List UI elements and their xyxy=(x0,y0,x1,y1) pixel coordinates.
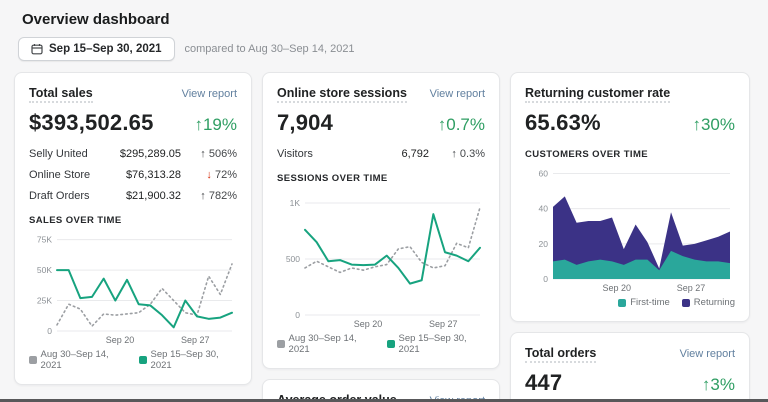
svg-text:0: 0 xyxy=(47,326,52,336)
svg-text:Sep 20: Sep 20 xyxy=(106,335,135,345)
svg-text:40: 40 xyxy=(539,204,549,214)
orders-view-report-link[interactable]: View report xyxy=(679,348,735,360)
arrow-up-icon: ↑ xyxy=(451,148,457,160)
sessions-breakdown: Visitors 6,792 ↑ 0.3% xyxy=(277,148,485,160)
legend-item: Aug 30–Sep 14, 2021 xyxy=(29,349,127,371)
arrow-up-icon: ↑ xyxy=(200,190,206,202)
breakdown-delta: ↑ 506% xyxy=(200,148,237,160)
customers-over-time-chart: 0 20 40 60 Sep 20 Sep 27 xyxy=(525,164,735,294)
breakdown-delta: ↓ 72% xyxy=(206,169,237,181)
legend-swatch xyxy=(681,298,690,307)
video-frame-edge xyxy=(0,399,768,402)
total-orders-card: Total orders View report 447 ↑3% xyxy=(510,332,750,402)
total-sales-card: Total sales View report $393,502.65 ↑19%… xyxy=(14,72,252,385)
svg-text:0: 0 xyxy=(543,274,548,284)
sessions-over-time-chart: 0 500 1K Sep 20 Sep 27 xyxy=(277,188,485,330)
page-title: Overview dashboard xyxy=(22,11,170,28)
sessions-delta: ↑0.7% xyxy=(437,115,485,134)
legend-swatch xyxy=(618,298,627,307)
aov-title[interactable]: Average order value xyxy=(277,393,397,402)
orders-value: 447 xyxy=(525,370,563,395)
breakdown-label: Draft Orders xyxy=(29,190,90,202)
sales-chart-legend: Aug 30–Sep 14, 2021 Sep 15–Sep 30, 2021 xyxy=(29,349,237,371)
date-controls: Sep 15–Sep 30, 2021 compared to Aug 30–S… xyxy=(18,37,768,61)
legend-swatch xyxy=(29,356,37,364)
column-2: Online store sessions View report 7,904 … xyxy=(262,72,500,402)
date-range-button[interactable]: Sep 15–Sep 30, 2021 xyxy=(18,37,175,61)
sessions-value: 7,904 xyxy=(277,110,334,135)
date-range-label: Sep 15–Sep 30, 2021 xyxy=(49,43,162,55)
svg-text:0: 0 xyxy=(295,310,300,320)
breakdown-value: $21,900.32 xyxy=(125,190,181,202)
breakdown-row: Online Store $76,313.28 ↓ 72% xyxy=(29,169,237,181)
legend-item: Aug 30–Sep 14, 2021 xyxy=(277,333,375,355)
legend-swatch xyxy=(277,340,285,348)
average-order-value-card: Average order value View report xyxy=(262,379,500,402)
aov-view-report-link[interactable]: View report xyxy=(430,395,485,402)
legend-item: Returning xyxy=(681,297,735,308)
legend-item: Sep 15–Sep 30, 2021 xyxy=(139,349,237,371)
svg-text:Sep 20: Sep 20 xyxy=(354,319,383,329)
total-sales-view-report-link[interactable]: View report xyxy=(181,88,237,100)
svg-text:1K: 1K xyxy=(290,198,301,208)
svg-text:60: 60 xyxy=(539,169,549,179)
online-store-sessions-card: Online store sessions View report 7,904 … xyxy=(262,72,500,369)
breakdown-row: Draft Orders $21,900.32 ↑ 782% xyxy=(29,190,237,202)
total-sales-value: $393,502.65 xyxy=(29,110,154,135)
breakdown-value: $295,289.05 xyxy=(119,148,181,160)
svg-text:500: 500 xyxy=(286,254,300,264)
breakdown-value: 6,792 xyxy=(401,148,429,160)
breakdown-value: $76,313.28 xyxy=(125,169,181,181)
sales-breakdown: Selly United $295,289.05 ↑ 506% Online S… xyxy=(29,148,237,202)
svg-text:75K: 75K xyxy=(37,235,52,245)
returning-rate-title[interactable]: Returning customer rate xyxy=(525,86,671,103)
customers-over-time-label: CUSTOMERS OVER TIME xyxy=(525,149,649,160)
breakdown-row: Selly United $295,289.05 ↑ 506% xyxy=(29,148,237,160)
breakdown-row: Visitors 6,792 ↑ 0.3% xyxy=(277,148,485,160)
calendar-icon xyxy=(31,43,43,55)
total-sales-delta: ↑19% xyxy=(194,115,237,134)
returning-rate-delta: ↑30% xyxy=(692,115,735,134)
column-3: Returning customer rate 65.63% ↑30% CUST… xyxy=(510,72,750,402)
sessions-over-time-label: SESSIONS OVER TIME xyxy=(277,173,388,184)
legend-item: First-time xyxy=(618,297,670,308)
svg-text:Sep 27: Sep 27 xyxy=(677,283,706,293)
total-sales-title[interactable]: Total sales xyxy=(29,86,93,103)
breakdown-label: Online Store xyxy=(29,169,91,181)
legend-swatch xyxy=(387,340,395,348)
orders-delta: ↑3% xyxy=(701,375,735,394)
comparison-period-label: compared to Aug 30–Sep 14, 2021 xyxy=(184,43,355,55)
breakdown-delta: ↑ 782% xyxy=(200,190,237,202)
svg-text:Sep 27: Sep 27 xyxy=(429,319,458,329)
sales-over-time-label: SALES OVER TIME xyxy=(29,215,122,226)
cards-grid: Total sales View report $393,502.65 ↑19%… xyxy=(14,72,754,402)
svg-text:20: 20 xyxy=(539,239,549,249)
returning-customer-rate-card: Returning customer rate 65.63% ↑30% CUST… xyxy=(510,72,750,322)
legend-item: Sep 15–Sep 30, 2021 xyxy=(387,333,485,355)
breakdown-label: Visitors xyxy=(277,148,313,160)
customers-chart-legend: First-time Returning xyxy=(525,297,735,308)
svg-text:25K: 25K xyxy=(37,296,52,306)
breakdown-delta: ↑ 0.3% xyxy=(451,148,485,160)
returning-rate-value: 65.63% xyxy=(525,110,601,135)
arrow-down-icon: ↓ xyxy=(206,169,212,181)
sessions-title[interactable]: Online store sessions xyxy=(277,86,407,103)
sessions-chart-legend: Aug 30–Sep 14, 2021 Sep 15–Sep 30, 2021 xyxy=(277,333,485,355)
svg-text:50K: 50K xyxy=(37,265,52,275)
sales-over-time-chart: 0 25K 50K 75K Sep 20 Sep 27 xyxy=(29,230,237,346)
sessions-view-report-link[interactable]: View report xyxy=(429,88,485,100)
svg-text:Sep 27: Sep 27 xyxy=(181,335,210,345)
column-1: Total sales View report $393,502.65 ↑19%… xyxy=(14,72,252,385)
breakdown-label: Selly United xyxy=(29,148,88,160)
arrow-up-icon: ↑ xyxy=(200,148,206,160)
orders-title[interactable]: Total orders xyxy=(525,346,597,363)
svg-text:Sep 20: Sep 20 xyxy=(602,283,631,293)
legend-swatch xyxy=(139,356,147,364)
